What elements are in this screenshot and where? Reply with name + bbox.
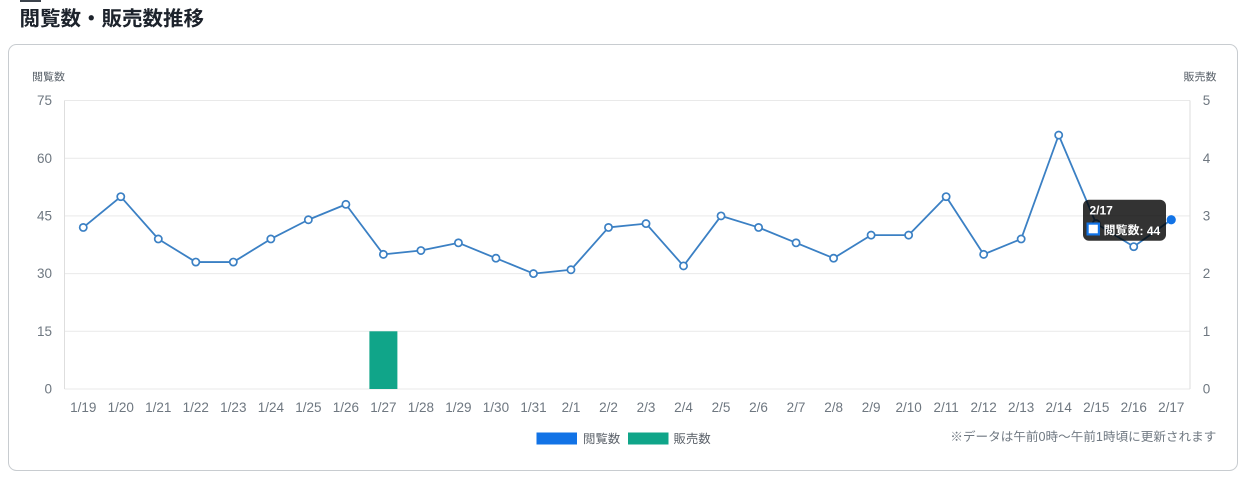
svg-text:2/17: 2/17 <box>1158 400 1184 415</box>
svg-text:2/2: 2/2 <box>599 400 618 415</box>
svg-text:30: 30 <box>37 266 52 281</box>
svg-text:75: 75 <box>37 93 52 108</box>
svg-text:2/7: 2/7 <box>787 400 806 415</box>
svg-text:1/25: 1/25 <box>295 400 321 415</box>
svg-text:3: 3 <box>1203 209 1211 224</box>
svg-text:1/23: 1/23 <box>220 400 246 415</box>
svg-text:2/8: 2/8 <box>824 400 843 415</box>
svg-text:1/22: 1/22 <box>183 400 209 415</box>
svg-text:2/1: 2/1 <box>562 400 581 415</box>
svg-text:2: 2 <box>1203 266 1211 281</box>
svg-text:1/19: 1/19 <box>70 400 96 415</box>
svg-text:1/28: 1/28 <box>408 400 434 415</box>
svg-text:4: 4 <box>1203 151 1211 166</box>
svg-text:2/13: 2/13 <box>1008 400 1034 415</box>
svg-text:2/17: 2/17 <box>1090 204 1114 218</box>
svg-text:1/29: 1/29 <box>445 400 471 415</box>
svg-text:1/27: 1/27 <box>370 400 396 415</box>
svg-text:2/5: 2/5 <box>712 400 731 415</box>
svg-text:2/3: 2/3 <box>637 400 656 415</box>
svg-text:2/9: 2/9 <box>862 400 881 415</box>
svg-text:2/10: 2/10 <box>895 400 921 415</box>
svg-text:: 44: : 44 <box>1140 224 1161 238</box>
svg-text:1/30: 1/30 <box>483 400 509 415</box>
svg-text:1/20: 1/20 <box>108 400 134 415</box>
svg-text:2/14: 2/14 <box>1046 400 1073 415</box>
svg-text:1: 1 <box>1096 430 1103 444</box>
svg-text:15: 15 <box>37 324 52 339</box>
svg-text:2/16: 2/16 <box>1121 400 1147 415</box>
svg-text:45: 45 <box>37 209 52 224</box>
svg-text:1/21: 1/21 <box>145 400 171 415</box>
svg-text:0: 0 <box>44 382 52 397</box>
svg-text:5: 5 <box>1203 93 1211 108</box>
svg-text:1: 1 <box>1203 324 1211 339</box>
svg-text:2/4: 2/4 <box>674 400 693 415</box>
svg-text:2/11: 2/11 <box>933 400 958 415</box>
svg-text:1/26: 1/26 <box>333 400 359 415</box>
svg-text:2/12: 2/12 <box>971 400 997 415</box>
svg-text:2/6: 2/6 <box>749 400 768 415</box>
svg-text:1/24: 1/24 <box>258 400 285 415</box>
svg-text:2/15: 2/15 <box>1083 400 1109 415</box>
svg-text:60: 60 <box>37 151 52 166</box>
svg-text:0: 0 <box>1203 382 1211 397</box>
svg-text:1/31: 1/31 <box>520 400 546 415</box>
svg-text:0: 0 <box>1039 430 1046 444</box>
